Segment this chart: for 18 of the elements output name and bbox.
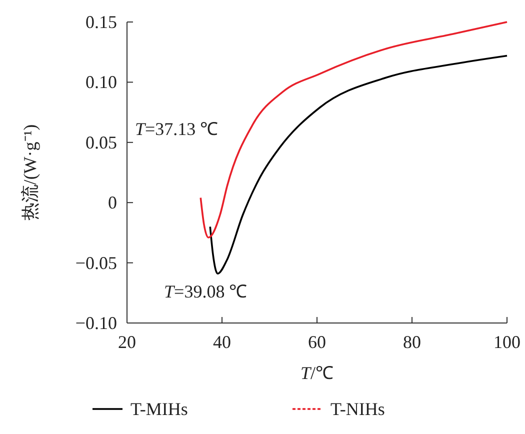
y-tick-label: 0.15 xyxy=(86,12,117,32)
legend-label: T-NIHs xyxy=(330,399,385,419)
annotation: T=37.13 ℃ xyxy=(135,119,218,139)
y-tick-label: 0 xyxy=(108,192,117,213)
x-tick-label: 100 xyxy=(494,332,520,352)
x-tick-label: 40 xyxy=(213,332,231,352)
y-tick-label: 0.05 xyxy=(86,132,117,152)
x-tick-label: 20 xyxy=(118,332,136,352)
x-tick-label: 60 xyxy=(308,332,326,352)
x-tick-label: 80 xyxy=(403,332,421,352)
y-axis-title: 热流/(W·g⁻¹) xyxy=(20,124,40,221)
y-tick-label: 0.10 xyxy=(86,72,117,92)
line-series xyxy=(200,21,508,238)
y-tick-label: −0.05 xyxy=(75,252,117,273)
annotation: T=39.08 ℃ xyxy=(164,282,248,302)
legend-label: T-MIHs xyxy=(130,399,188,419)
y-tick-label: −0.10 xyxy=(75,313,117,333)
x-axis-title: T/℃ xyxy=(300,363,334,383)
